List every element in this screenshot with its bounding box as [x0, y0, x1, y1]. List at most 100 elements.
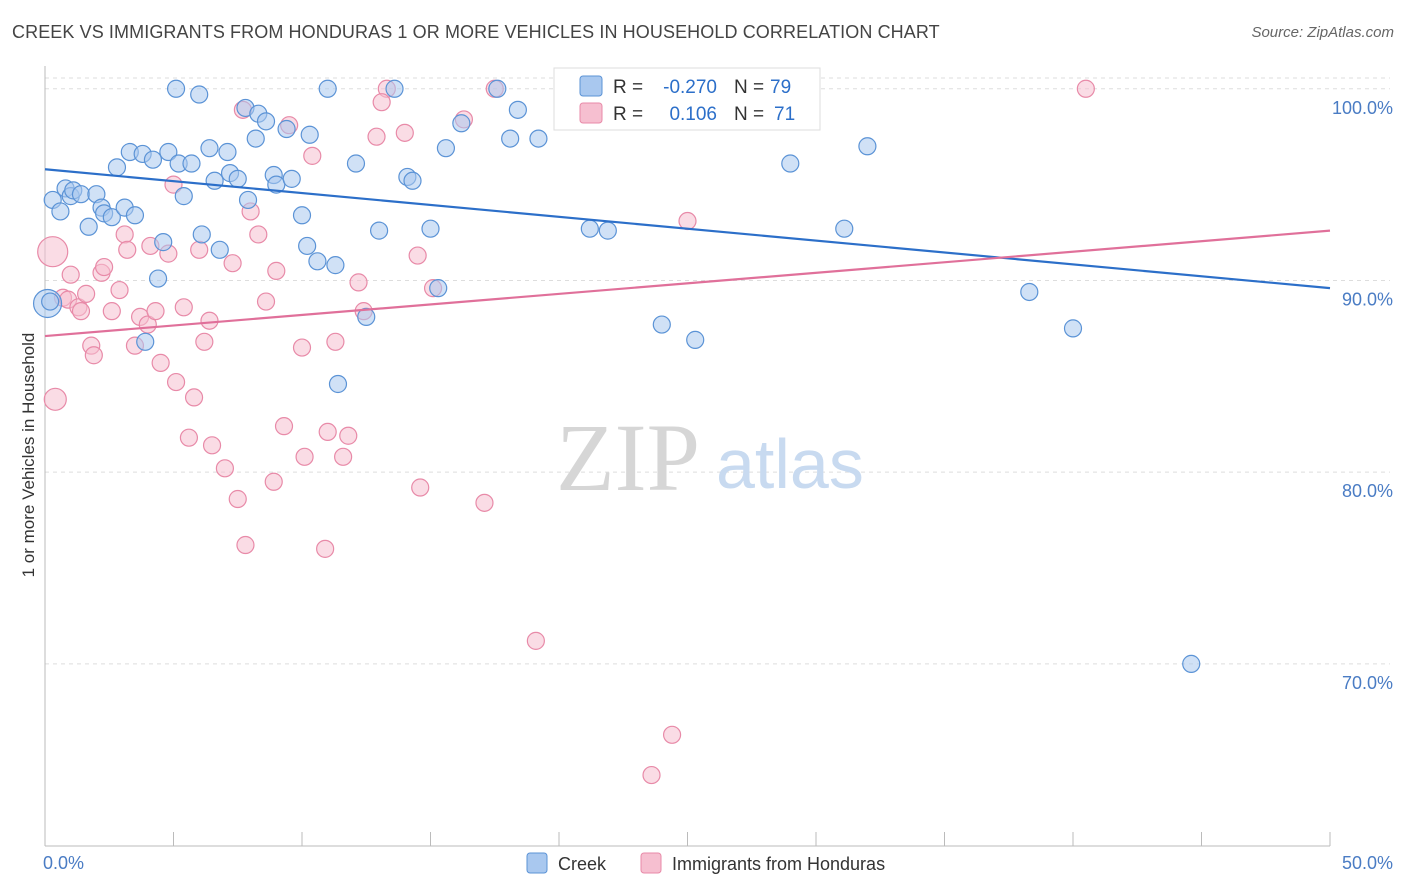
- series-creek-points: [32, 79, 1201, 673]
- creek-point: [436, 139, 456, 158]
- creek-point: [282, 169, 301, 188]
- creek-point: [143, 150, 163, 169]
- creek-point: [403, 171, 422, 190]
- creek-point: [159, 142, 178, 162]
- creek-point: [1020, 282, 1039, 302]
- creek-point: [298, 236, 317, 256]
- creek-point: [488, 79, 507, 98]
- watermark-atlas: atlas: [716, 425, 864, 503]
- y-tick-label: 90.0%: [1342, 289, 1393, 309]
- honduras-point: [115, 225, 134, 244]
- honduras-point: [408, 246, 427, 265]
- stats-swatch-creek: [579, 75, 603, 97]
- creek-point: [51, 202, 70, 221]
- honduras-point: [267, 261, 286, 280]
- creek-point: [328, 374, 348, 394]
- honduras-point: [326, 332, 345, 351]
- y-axis-label: 1 or more Vehicles in Household: [19, 333, 38, 578]
- watermark-zip: ZIP: [556, 404, 700, 511]
- honduras-point: [184, 388, 204, 407]
- creek-point: [686, 330, 705, 349]
- creek-point: [228, 169, 247, 188]
- honduras-point: [151, 353, 170, 372]
- tick-labels: 70.0% 80.0% 90.0% 100.0% 0.0% 50.0%: [43, 98, 1393, 873]
- legend-label-honduras[interactable]: Immigrants from Honduras: [672, 854, 885, 874]
- creek-point: [238, 190, 258, 210]
- creek-point: [277, 119, 296, 139]
- honduras-point: [200, 311, 219, 330]
- honduras-point: [195, 332, 214, 351]
- honduras-point: [190, 240, 209, 259]
- honduras-point: [249, 225, 268, 244]
- legend-swatch-creek[interactable]: [526, 852, 548, 874]
- creek-point: [166, 79, 186, 98]
- creek-point: [598, 221, 617, 240]
- honduras-point: [303, 146, 322, 165]
- creek-point: [200, 139, 219, 158]
- creek-point: [210, 240, 229, 259]
- creek-point: [256, 112, 276, 131]
- honduras-point: [215, 459, 234, 478]
- honduras-point: [662, 725, 682, 744]
- creek-point: [421, 219, 440, 238]
- creek-point: [154, 233, 173, 252]
- honduras-point: [678, 211, 697, 231]
- honduras-point: [334, 447, 353, 466]
- creek-point: [148, 269, 168, 288]
- trend-lines: [44, 168, 1331, 338]
- creek-point: [781, 154, 800, 173]
- stats-honduras-r-value: 0.106: [669, 104, 717, 125]
- creek-point: [1182, 654, 1201, 673]
- creek-point: [107, 158, 127, 177]
- honduras-point: [316, 539, 335, 558]
- honduras-point: [264, 472, 283, 491]
- creek-point: [346, 154, 366, 173]
- creek-point: [192, 225, 211, 244]
- creek-point: [326, 256, 345, 275]
- stats-creek-r-value: -0.270: [663, 77, 717, 98]
- creek-point: [182, 154, 201, 173]
- stats-swatch-honduras: [579, 102, 603, 124]
- honduras-point: [37, 236, 69, 268]
- creek-point: [125, 206, 145, 225]
- y-tick-label: 80.0%: [1342, 481, 1393, 501]
- honduras-point: [146, 302, 165, 321]
- honduras-point: [475, 493, 494, 512]
- creek-point: [318, 79, 337, 98]
- honduras-point: [372, 93, 391, 112]
- honduras-point: [84, 346, 103, 365]
- legend-swatch-honduras[interactable]: [640, 852, 662, 874]
- creek-point: [429, 279, 448, 298]
- stats-honduras-n-label: N =: [734, 104, 764, 125]
- honduras-point: [43, 387, 67, 411]
- honduras-point: [61, 265, 80, 284]
- honduras-point: [110, 280, 129, 300]
- honduras-point: [179, 428, 199, 447]
- creek-point: [1063, 319, 1083, 338]
- creek-point: [41, 292, 60, 311]
- creek-point: [246, 129, 265, 148]
- creek-point: [508, 100, 527, 119]
- honduras-trend-line: [44, 229, 1331, 338]
- creek-point: [501, 129, 520, 148]
- honduras-point: [95, 257, 114, 277]
- creek-point: [385, 79, 404, 98]
- creek-point: [308, 252, 327, 271]
- honduras-point: [236, 535, 255, 555]
- source-label: Source: ZipAtlas.com: [1251, 24, 1394, 41]
- grid-lines: [45, 77, 1390, 665]
- y-tick-label: 70.0%: [1342, 673, 1393, 693]
- legend-label-creek[interactable]: Creek: [558, 854, 607, 874]
- creek-point: [79, 217, 98, 236]
- honduras-point: [77, 284, 96, 303]
- creek-point: [452, 114, 471, 133]
- honduras-point: [642, 765, 661, 785]
- stats-honduras-n-value: 71: [774, 104, 795, 125]
- honduras-point: [202, 436, 222, 455]
- honduras-point: [174, 298, 193, 317]
- honduras-point: [1076, 79, 1095, 98]
- x-tick-label-start: 0.0%: [43, 853, 84, 873]
- creek-point: [652, 315, 671, 334]
- creek-point: [136, 332, 155, 351]
